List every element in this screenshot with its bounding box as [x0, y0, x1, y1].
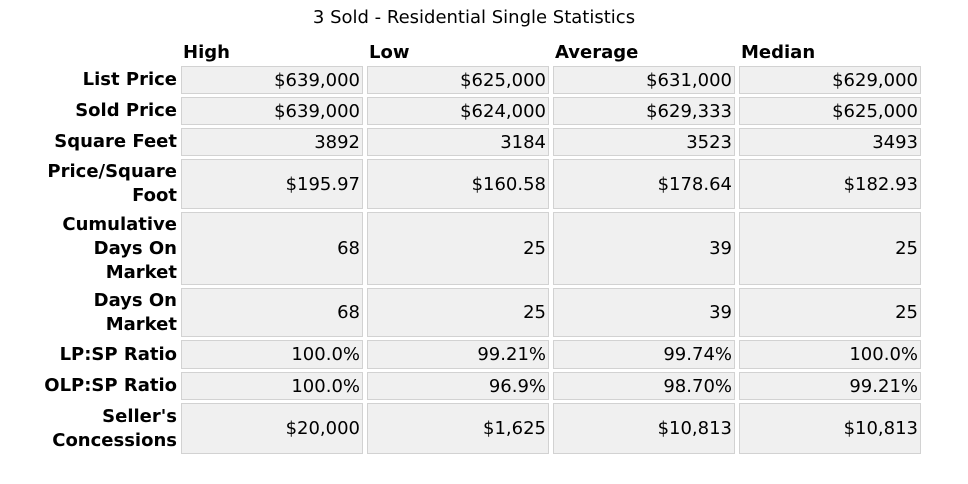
value-cell: 3892	[181, 128, 363, 156]
value-cell: 3493	[739, 128, 921, 156]
table-row: Cumulative Days On Market 68 25 39 25	[37, 212, 921, 285]
value-cell: $624,000	[367, 97, 549, 125]
value-cell: $625,000	[367, 66, 549, 94]
value-cell: $10,813	[739, 403, 921, 454]
value-cell: 25	[739, 212, 921, 285]
value-cell: 3184	[367, 128, 549, 156]
value-cell: $178.64	[553, 159, 735, 209]
value-cell: $629,333	[553, 97, 735, 125]
value-cell: 39	[553, 212, 735, 285]
table-row: Price/Square Foot $195.97 $160.58 $178.64 $1…	[37, 159, 921, 209]
table-row: List Price $639,000 $625,000 $631,000 $629,0…	[37, 66, 921, 94]
row-label: List Price	[82, 69, 177, 90]
value-cell: $631,000	[553, 66, 735, 94]
value-cell: $1,625	[367, 403, 549, 454]
value-cell: 96.9%	[367, 372, 549, 400]
table-row: OLP:SP Ratio 100.0% 96.9% 98.70% 99.21%	[37, 372, 921, 400]
value-cell: 25	[367, 288, 549, 337]
value-cell: 99.74%	[553, 340, 735, 369]
value-cell: 68	[181, 288, 363, 337]
value-cell: 3523	[553, 128, 735, 156]
value-cell: 99.21%	[739, 372, 921, 400]
value-cell: 100.0%	[181, 340, 363, 369]
column-header-high: High	[183, 42, 230, 63]
value-cell: 100.0%	[739, 340, 921, 369]
column-header-average: Average	[555, 42, 639, 63]
row-label: Square Feet	[54, 131, 177, 152]
value-cell: 25	[367, 212, 549, 285]
row-label: Sold Price	[75, 100, 177, 121]
value-cell: $10,813	[553, 403, 735, 454]
value-cell: $629,000	[739, 66, 921, 94]
statistics-title: 3 Sold - Residential Single Statistics	[312, 7, 636, 28]
value-cell: $639,000	[181, 66, 363, 94]
value-cell: $182.93	[739, 159, 921, 209]
value-cell: 25	[739, 288, 921, 337]
statistics-table: High Low Average Median List Price $639,0…	[33, 34, 925, 457]
column-header-median: Median	[741, 42, 816, 63]
value-cell: 99.21%	[367, 340, 549, 369]
header-row: High Low Average Median	[37, 37, 921, 63]
table-row: Sold Price $639,000 $624,000 $629,333 $625,0…	[37, 97, 921, 125]
row-label: Days On Market	[93, 289, 177, 335]
table-row: LP:SP Ratio 100.0% 99.21% 99.74% 100.0%	[37, 340, 921, 369]
value-cell: $625,000	[739, 97, 921, 125]
value-cell: 68	[181, 212, 363, 285]
value-cell: 98.70%	[553, 372, 735, 400]
corner-cell	[37, 37, 177, 63]
value-cell: $20,000	[181, 403, 363, 454]
value-cell: 100.0%	[181, 372, 363, 400]
row-label: Seller's Concessions	[52, 405, 177, 451]
table-row: Days On Market 68 25 39 25	[37, 288, 921, 337]
row-label: LP:SP Ratio	[59, 343, 177, 365]
value-cell: 39	[553, 288, 735, 337]
value-cell: $639,000	[181, 97, 363, 125]
row-label: Cumulative Days On Market	[62, 213, 177, 283]
table-row: Seller's Concessions $20,000 $1,625 $10,813…	[37, 403, 921, 454]
column-header-low: Low	[369, 42, 410, 63]
row-label: Price/Square Foot	[47, 161, 177, 206]
value-cell: $160.58	[367, 159, 549, 209]
value-cell: $195.97	[181, 159, 363, 209]
row-label: OLP:SP Ratio	[44, 375, 177, 396]
table-row: Square Feet 3892 3184 3523 3493	[37, 128, 921, 156]
